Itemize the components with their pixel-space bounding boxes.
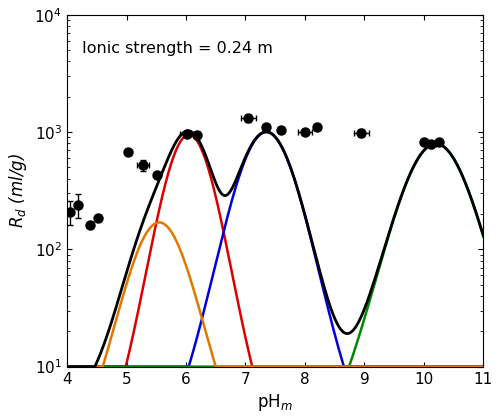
Text: Ionic strength = 0.24 m: Ionic strength = 0.24 m (82, 41, 273, 56)
Y-axis label: $R_d$ (ml/g): $R_d$ (ml/g) (7, 153, 29, 228)
X-axis label: pH$_m$: pH$_m$ (258, 392, 293, 413)
